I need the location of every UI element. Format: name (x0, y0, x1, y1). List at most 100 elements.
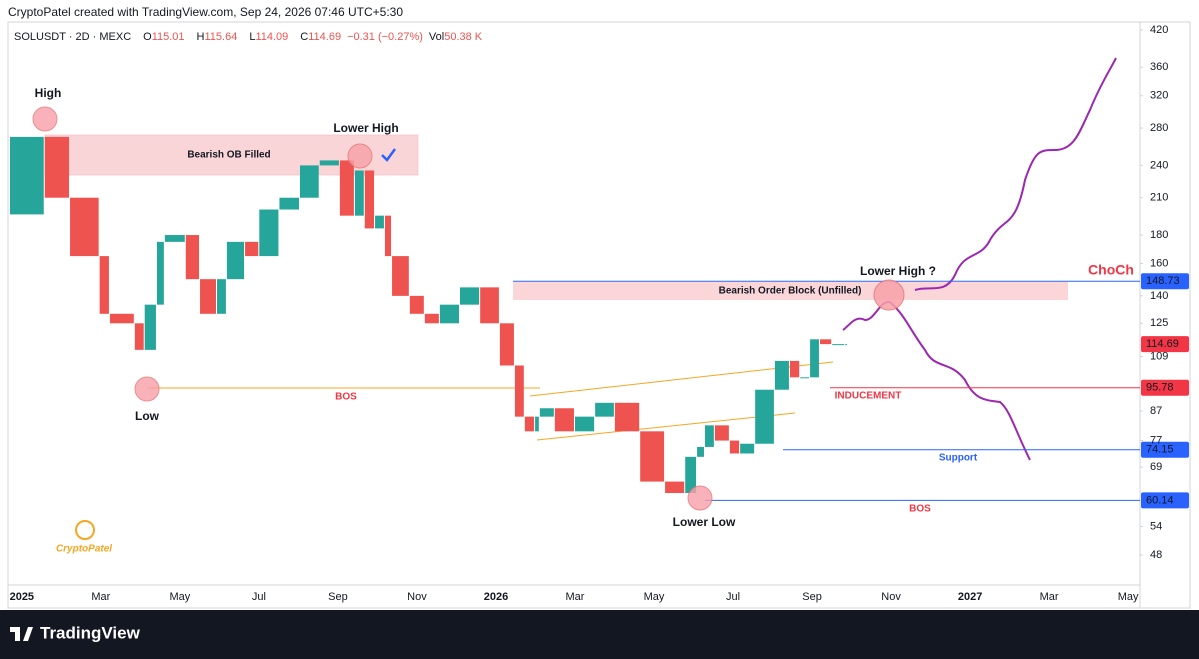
candle (299, 165, 319, 198)
candle (729, 440, 740, 454)
legend-item: 50.38 K (444, 31, 483, 43)
candle (259, 209, 279, 257)
annotation: Bearish OB Filled (187, 150, 270, 161)
footer (0, 610, 1199, 659)
candle (524, 416, 535, 432)
y-tick-label: 140 (1150, 290, 1168, 302)
legend-item: O (143, 31, 152, 43)
header: CryptoPatel created with TradingView.com… (8, 5, 403, 19)
y-tick-label: 280 (1150, 122, 1168, 134)
y-tick-label: 320 (1150, 90, 1168, 102)
candle (185, 235, 200, 280)
candle (409, 295, 424, 314)
x-tick-label: May (644, 591, 665, 603)
lower-high-marker (347, 143, 373, 169)
lower-low-marker (687, 485, 713, 511)
candle (595, 402, 614, 417)
x-tick-label: Nov (881, 591, 901, 603)
candle (226, 241, 245, 280)
y-tick-label: 54 (1150, 520, 1162, 532)
candle (800, 377, 810, 379)
candles (9, 136, 848, 494)
candle (384, 215, 392, 257)
x-tick-label: 2025 (10, 591, 34, 603)
brand: TradingView (40, 623, 141, 642)
candle (539, 408, 554, 417)
candle (514, 365, 524, 417)
x-tick-label: Mar (1040, 591, 1059, 603)
candle (499, 323, 514, 366)
price-label: 74.15 (1146, 444, 1174, 456)
candle (144, 304, 156, 350)
logo-text: CryptoPatel (56, 544, 112, 555)
annotation: Support (939, 453, 978, 464)
candle (832, 344, 845, 346)
candle (704, 425, 714, 447)
candle (9, 136, 44, 215)
y-tick-label: 69 (1150, 461, 1162, 473)
y-tick-label: 77 (1150, 434, 1162, 446)
candle (789, 360, 800, 378)
y-tick-label: 360 (1150, 61, 1168, 73)
x-tick-label: Nov (407, 591, 427, 603)
annotation: BOS (335, 392, 357, 403)
price-label-bg (1141, 336, 1189, 353)
candle (714, 425, 729, 441)
x-tick-label: 2027 (958, 591, 982, 603)
logo-icon (75, 520, 95, 540)
y-tick-label: 125 (1150, 317, 1168, 329)
high-marker (32, 106, 58, 132)
candle (554, 408, 574, 432)
x-tick-label: Sep (328, 591, 348, 603)
candle (217, 279, 226, 314)
candle (70, 197, 99, 257)
x-tick-label: May (169, 591, 190, 603)
y-tick-label: 210 (1150, 192, 1168, 204)
candle (460, 287, 480, 305)
candle (319, 160, 339, 166)
legend-item: 114.09 (255, 31, 288, 43)
x-tick-label: Mar (91, 591, 110, 603)
price-label-bg (1141, 273, 1189, 290)
candle (755, 389, 774, 444)
candle (640, 431, 665, 482)
annotation: Lower High (333, 121, 398, 135)
y-tick-label: 87 (1150, 405, 1162, 417)
legend: SOLUSDT · 2D · MEXC O115.01 H115.64 L114.09… (14, 31, 483, 43)
price-label: 95.78 (1146, 382, 1174, 394)
legend-item: −0.31 (−0.27%) (347, 31, 423, 43)
channel-lower (536, 412, 796, 441)
tv-logo (10, 627, 33, 641)
x-tick-label: Jul (252, 591, 266, 603)
x-tick-label: Jul (726, 591, 740, 603)
annotation: ChoCh (1088, 262, 1134, 278)
y-tick-label: 109 (1150, 350, 1168, 362)
candle (845, 344, 848, 346)
price-label: 60.14 (1146, 494, 1174, 506)
x-tick-label: 2026 (484, 591, 508, 603)
legend-item: 114.69 (308, 31, 341, 43)
price-label-bg (1141, 441, 1189, 458)
x-tick-label: May (1118, 591, 1139, 603)
candle (614, 402, 640, 432)
annotation: Lower Low (673, 515, 736, 529)
legend-item: 115.01 (152, 31, 185, 43)
candle (439, 304, 460, 324)
y-tick-label: 420 (1150, 24, 1168, 36)
x-tick-label: Mar (566, 591, 585, 603)
annotation: High (35, 86, 62, 100)
candle (109, 313, 134, 324)
candle (279, 197, 299, 210)
x-tick-label: Sep (802, 591, 822, 603)
frame (7, 21, 1191, 609)
candle (685, 456, 697, 494)
candle (810, 339, 819, 378)
legend-item: Vol (429, 31, 444, 43)
levels: 148.73 114.69 95.78 74.15 60.14 (513, 273, 1189, 509)
annotation: INDUCEMENT (835, 391, 902, 402)
candle (480, 287, 499, 324)
candle (44, 136, 70, 198)
